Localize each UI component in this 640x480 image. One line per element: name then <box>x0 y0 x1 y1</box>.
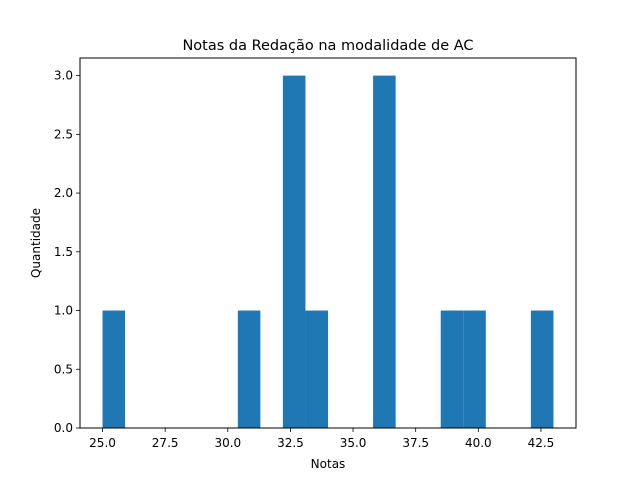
y-tick-label: 2.5 <box>54 127 73 141</box>
x-tick-label: 40.0 <box>465 436 492 450</box>
x-tick-label: 35.0 <box>340 436 367 450</box>
bars-group <box>102 75 554 428</box>
y-axis-ticks: 0.0 0.5 1.0 1.5 2.0 2.5 3.0 <box>54 69 80 435</box>
y-tick-label: 3.0 <box>54 69 73 83</box>
plot-frame <box>79 57 577 429</box>
x-tick-label: 25.0 <box>89 436 116 450</box>
histogram-bar-4 <box>373 75 396 428</box>
histogram-bar-7 <box>530 310 554 428</box>
histogram-bar-1 <box>237 310 261 428</box>
x-axis-ticks: 25.0 27.5 30.0 32.5 35.0 37.5 40.0 42.5 <box>89 428 554 450</box>
x-tick-label: 30.0 <box>214 436 241 450</box>
histogram-bar-3 <box>305 310 328 428</box>
histogram-bar-2 <box>282 75 306 428</box>
x-tick-label: 32.5 <box>277 436 304 450</box>
y-tick-label: 1.0 <box>54 304 73 318</box>
y-tick-label: 2.0 <box>54 186 73 200</box>
x-tick-label: 42.5 <box>528 436 555 450</box>
chart-title: Notas da Redação na modalidade de AC <box>182 38 473 54</box>
y-axis-label: Quantidade <box>29 208 43 278</box>
x-tick-label: 27.5 <box>152 436 179 450</box>
x-axis-label: Notas <box>311 457 346 471</box>
histogram-bar-0 <box>102 310 126 428</box>
x-tick-label: 37.5 <box>402 436 429 450</box>
y-tick-label: 0.5 <box>54 362 73 376</box>
histogram-bar-5 <box>440 310 464 428</box>
histogram-bar-6 <box>463 310 486 428</box>
y-tick-label: 0.0 <box>54 421 73 435</box>
y-tick-label: 1.5 <box>54 245 73 259</box>
